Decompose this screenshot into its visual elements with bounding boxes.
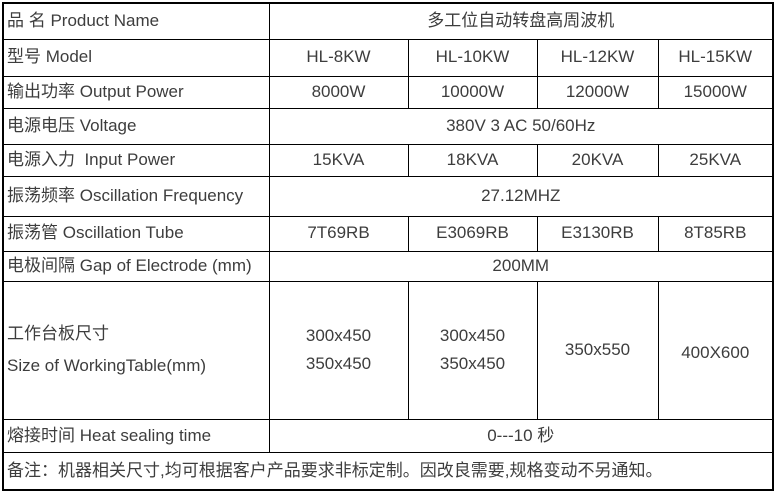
working-table-size: 300x450 bbox=[305, 326, 372, 346]
oscillation-tube-value: 7T69RB bbox=[268, 215, 409, 252]
input-power-label: 电源入力 Input Power bbox=[2, 143, 270, 177]
row-electrode-gap: 电极间隔 Gap of Electrode (mm) 200MM bbox=[2, 250, 774, 282]
output-power-value: 12000W bbox=[536, 75, 659, 109]
working-table-label: 工作台板尺寸 Size of WorkingTable(mm) bbox=[2, 280, 270, 421]
working-table-size: 350x450 bbox=[305, 354, 372, 374]
voltage-label: 电源电压 Voltage bbox=[2, 107, 270, 145]
model-value: HL-12KW bbox=[536, 38, 659, 77]
row-output-power: 输出功率 Output Power 8000W 10000W 12000W 15… bbox=[2, 75, 774, 109]
electrode-gap-label: 电极间隔 Gap of Electrode (mm) bbox=[2, 250, 270, 282]
working-table-size-col2: 300x450 350x450 bbox=[407, 280, 538, 421]
output-power-label: 输出功率 Output Power bbox=[2, 75, 270, 109]
working-table-size-col3: 350x550 bbox=[536, 280, 659, 421]
input-power-value: 25KVA bbox=[657, 143, 774, 177]
oscillation-tube-value: 8T85RB bbox=[657, 215, 774, 252]
oscillation-frequency-label: 振荡频率 Oscillation Frequency bbox=[2, 175, 270, 217]
model-value: HL-10KW bbox=[407, 38, 538, 77]
oscillation-tube-value: E3069RB bbox=[407, 215, 538, 252]
model-value: HL-15KW bbox=[657, 38, 774, 77]
working-table-size: 350x450 bbox=[439, 354, 506, 374]
output-power-value: 15000W bbox=[657, 75, 774, 109]
working-table-label-cn: 工作台板尺寸 bbox=[7, 324, 109, 344]
row-working-table: 工作台板尺寸 Size of WorkingTable(mm) 300x450 … bbox=[2, 280, 774, 421]
row-product-name: 品 名 Product Name 多工位自动转盘高周波机 bbox=[2, 2, 774, 40]
row-oscillation-tube: 振荡管 Oscillation Tube 7T69RB E3069RB E313… bbox=[2, 215, 774, 252]
oscillation-tube-value: E3130RB bbox=[536, 215, 659, 252]
working-table-size: 300x450 bbox=[439, 326, 506, 346]
product-name-value: 多工位自动转盘高周波机 bbox=[268, 2, 774, 40]
heat-sealing-label: 熔接时间 Heat sealing time bbox=[2, 419, 270, 454]
row-remark: 备注：机器相关尺寸,均可根据客户产品要求非标定制。因改良需要,规格变动不另通知。 bbox=[2, 452, 774, 491]
remark-text: 备注：机器相关尺寸,均可根据客户产品要求非标定制。因改良需要,规格变动不另通知。 bbox=[2, 452, 774, 491]
output-power-value: 8000W bbox=[268, 75, 409, 109]
row-voltage: 电源电压 Voltage 380V 3 AC 50/60Hz bbox=[2, 107, 774, 145]
working-table-size-col4: 400X600 bbox=[657, 280, 774, 421]
product-name-label: 品 名 Product Name bbox=[2, 2, 270, 40]
working-table-size-col1: 300x450 350x450 bbox=[268, 280, 409, 421]
row-model: 型号 Model HL-8KW HL-10KW HL-12KW HL-15KW bbox=[2, 38, 774, 77]
oscillation-frequency-value: 27.12MHZ bbox=[268, 175, 774, 217]
input-power-value: 15KVA bbox=[268, 143, 409, 177]
voltage-value: 380V 3 AC 50/60Hz bbox=[268, 107, 774, 145]
heat-sealing-value: 0---10 秒 bbox=[268, 419, 774, 454]
model-value: HL-8KW bbox=[268, 38, 409, 77]
oscillation-tube-label: 振荡管 Oscillation Tube bbox=[2, 215, 270, 252]
input-power-value: 18KVA bbox=[407, 143, 538, 177]
row-oscillation-frequency: 振荡频率 Oscillation Frequency 27.12MHZ bbox=[2, 175, 774, 217]
model-label: 型号 Model bbox=[2, 38, 270, 77]
row-input-power: 电源入力 Input Power 15KVA 18KVA 20KVA 25KVA bbox=[2, 143, 774, 177]
working-table-label-en: Size of WorkingTable(mm) bbox=[7, 355, 207, 375]
electrode-gap-value: 200MM bbox=[268, 250, 774, 282]
input-power-value: 20KVA bbox=[536, 143, 659, 177]
output-power-value: 10000W bbox=[407, 75, 538, 109]
row-heat-sealing-time: 熔接时间 Heat sealing time 0---10 秒 bbox=[2, 419, 774, 454]
